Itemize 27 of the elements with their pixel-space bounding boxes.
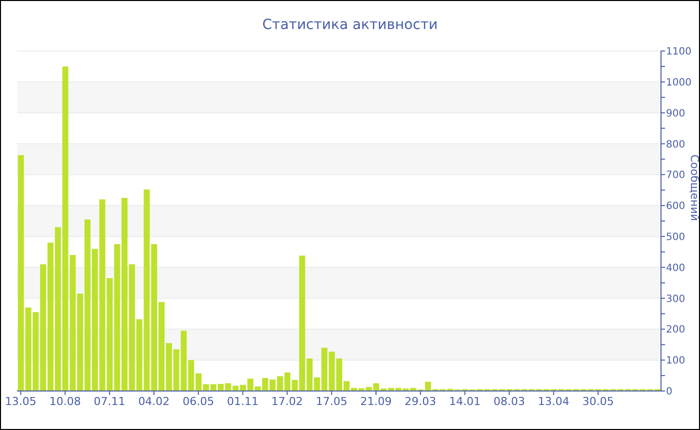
x-tick-label: 10.08 — [49, 394, 81, 408]
x-tick-label: 13.05 — [4, 394, 36, 408]
x-tick-label: 06.05 — [182, 394, 214, 408]
x-tick-label: 30.05 — [582, 394, 614, 408]
y-tick-label: 800 — [666, 139, 686, 150]
x-tick-label: 04.02 — [138, 394, 170, 408]
x-tick-label: 17.02 — [271, 394, 303, 408]
y-tick-label: 500 — [666, 232, 686, 244]
chart-title: Статистика активности — [261, 17, 439, 33]
x-tick-label: 14.01 — [449, 394, 481, 408]
y-tick-label: 1100 — [666, 46, 692, 58]
y-tick-label: 300 — [666, 294, 686, 305]
x-tick-label: 01.11 — [227, 394, 259, 408]
x-tick-label: 13.04 — [538, 394, 570, 408]
x-tick-label: 17.05 — [316, 394, 348, 408]
y-tick-label: 700 — [666, 170, 686, 182]
x-tick-label: 07.11 — [94, 394, 126, 408]
x-tick-label: 29.03 — [404, 394, 436, 408]
y-tick-label: 0 — [666, 386, 672, 398]
y-tick-label: 400 — [666, 262, 686, 274]
y-tick-label: 200 — [666, 324, 686, 336]
y-tick-label: 1000 — [666, 77, 692, 88]
x-tick-label: 21.09 — [360, 394, 392, 408]
y-tick-label: 900 — [666, 108, 686, 120]
x-tick-label: 08.03 — [494, 394, 526, 408]
y-tick-label: 100 — [666, 356, 686, 367]
y-tick-label: 600 — [666, 201, 686, 212]
